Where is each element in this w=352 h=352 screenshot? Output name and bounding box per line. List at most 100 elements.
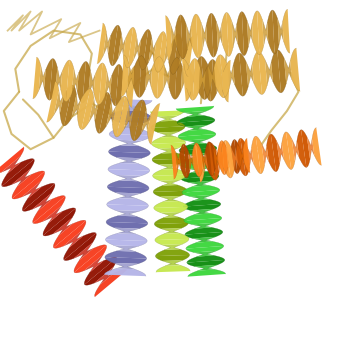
Polygon shape — [222, 141, 228, 175]
Polygon shape — [176, 15, 183, 59]
Polygon shape — [239, 146, 244, 166]
Polygon shape — [153, 191, 187, 197]
Polygon shape — [107, 187, 149, 193]
Polygon shape — [108, 163, 150, 171]
Polygon shape — [271, 50, 281, 93]
Polygon shape — [216, 22, 222, 48]
Polygon shape — [186, 241, 224, 249]
Polygon shape — [152, 159, 186, 164]
Polygon shape — [12, 169, 31, 186]
Polygon shape — [104, 269, 146, 276]
Polygon shape — [176, 106, 214, 113]
Polygon shape — [110, 110, 151, 118]
Polygon shape — [181, 15, 187, 59]
Polygon shape — [147, 103, 160, 144]
Polygon shape — [214, 148, 219, 169]
Polygon shape — [256, 136, 265, 174]
Polygon shape — [272, 10, 279, 54]
Polygon shape — [60, 85, 73, 126]
Polygon shape — [110, 117, 151, 123]
Polygon shape — [54, 91, 64, 115]
Polygon shape — [210, 143, 219, 180]
Polygon shape — [109, 128, 151, 136]
Polygon shape — [226, 12, 233, 56]
Polygon shape — [112, 25, 121, 66]
Polygon shape — [109, 134, 151, 141]
Polygon shape — [107, 181, 149, 188]
Polygon shape — [106, 233, 147, 241]
Polygon shape — [74, 245, 106, 272]
Polygon shape — [154, 201, 188, 208]
Polygon shape — [297, 130, 306, 167]
Polygon shape — [105, 257, 146, 264]
Polygon shape — [175, 152, 181, 172]
Polygon shape — [143, 30, 152, 70]
Polygon shape — [105, 72, 112, 96]
Polygon shape — [233, 53, 243, 96]
Polygon shape — [12, 171, 45, 199]
Polygon shape — [231, 140, 237, 174]
Polygon shape — [108, 145, 150, 153]
Polygon shape — [107, 198, 149, 206]
Polygon shape — [169, 34, 178, 74]
Polygon shape — [108, 169, 150, 176]
Polygon shape — [77, 62, 86, 103]
Polygon shape — [193, 237, 215, 243]
Polygon shape — [111, 99, 152, 106]
Polygon shape — [190, 195, 213, 201]
Polygon shape — [127, 27, 137, 68]
Polygon shape — [114, 245, 139, 252]
Polygon shape — [191, 209, 213, 215]
Polygon shape — [61, 60, 69, 102]
Polygon shape — [188, 269, 226, 277]
Polygon shape — [185, 125, 208, 131]
Polygon shape — [265, 59, 273, 85]
Polygon shape — [127, 63, 134, 88]
Polygon shape — [103, 32, 111, 56]
Polygon shape — [162, 228, 182, 234]
Polygon shape — [196, 143, 203, 177]
Polygon shape — [312, 128, 321, 165]
Polygon shape — [152, 153, 186, 160]
Polygon shape — [171, 145, 177, 179]
Polygon shape — [186, 139, 208, 145]
Polygon shape — [106, 216, 148, 224]
Polygon shape — [186, 24, 192, 50]
Polygon shape — [189, 181, 212, 187]
Polygon shape — [186, 246, 224, 252]
Polygon shape — [225, 140, 234, 178]
Polygon shape — [226, 147, 232, 168]
Polygon shape — [99, 63, 107, 105]
Polygon shape — [180, 162, 218, 169]
Polygon shape — [74, 243, 93, 260]
Polygon shape — [133, 56, 142, 98]
Polygon shape — [221, 12, 229, 56]
Polygon shape — [234, 140, 241, 174]
Polygon shape — [173, 34, 182, 74]
Polygon shape — [267, 10, 275, 54]
Polygon shape — [99, 93, 111, 133]
Polygon shape — [252, 51, 262, 94]
Polygon shape — [110, 64, 119, 106]
Polygon shape — [193, 58, 200, 100]
Polygon shape — [185, 227, 223, 235]
Polygon shape — [155, 233, 189, 240]
Polygon shape — [160, 180, 180, 186]
Polygon shape — [187, 153, 209, 159]
Polygon shape — [63, 230, 83, 248]
Polygon shape — [208, 65, 216, 90]
Polygon shape — [282, 132, 291, 169]
Polygon shape — [121, 55, 129, 96]
Polygon shape — [157, 116, 178, 121]
Polygon shape — [189, 66, 197, 92]
Polygon shape — [0, 147, 24, 174]
Polygon shape — [12, 171, 44, 199]
Polygon shape — [266, 134, 276, 171]
Polygon shape — [307, 137, 314, 159]
Polygon shape — [64, 85, 76, 126]
Polygon shape — [54, 221, 86, 248]
Polygon shape — [257, 11, 264, 55]
Polygon shape — [180, 157, 218, 165]
Polygon shape — [196, 14, 202, 58]
Polygon shape — [64, 233, 96, 260]
